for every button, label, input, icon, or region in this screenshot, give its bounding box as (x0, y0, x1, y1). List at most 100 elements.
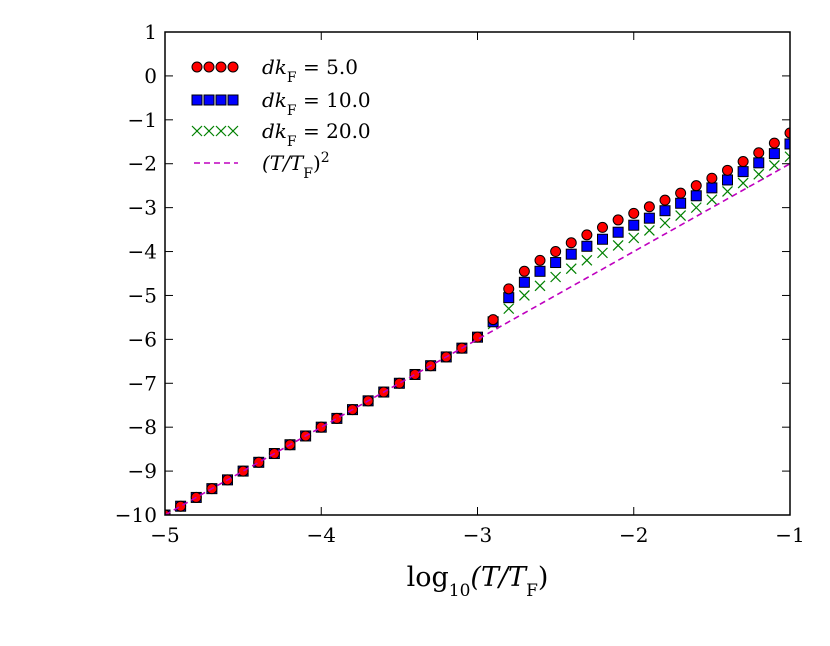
plot-area (165, 127, 790, 515)
legend-label-0: dkF = 5.0 (262, 55, 358, 86)
series-0-point (722, 164, 733, 176)
series-0-point (690, 180, 702, 192)
series-0-point (550, 246, 562, 258)
legend-swatch-marker (227, 94, 239, 106)
series-0-point (659, 194, 671, 206)
x-axis-label: log10(T/TF) (407, 562, 549, 601)
y-tick-label: −1 (128, 108, 157, 132)
legend-label-1: dkF = 10.0 (262, 88, 371, 119)
series-0-point (675, 187, 687, 199)
y-tick-label: −7 (128, 371, 157, 395)
series-1-point (737, 166, 749, 178)
series-0 (165, 127, 790, 515)
series-0-point (737, 156, 749, 168)
series-1-point (768, 148, 780, 160)
series-1-point (784, 138, 790, 150)
series-1-point (534, 265, 546, 277)
series-group (165, 127, 790, 515)
series-0-point (753, 147, 765, 159)
series-2-point (518, 290, 530, 301)
series-1-point (518, 276, 530, 288)
x-tick-label: −4 (307, 523, 336, 547)
legend-swatch-marker (203, 125, 215, 137)
legend-entry-3: (T/TF)2 (194, 150, 330, 182)
series-0-point (768, 137, 780, 149)
series-1-point (675, 197, 687, 209)
series-2-point (581, 254, 593, 266)
series-2-point (784, 151, 790, 163)
legend-swatch-marker (227, 125, 239, 137)
series-0-point (628, 207, 640, 219)
legend-swatch-marker (191, 94, 203, 106)
series-2-point (503, 303, 515, 315)
x-tick-label: −5 (150, 523, 179, 547)
series-1-point (659, 205, 671, 217)
legend-swatch-marker (203, 94, 215, 106)
series-0-point (331, 412, 343, 424)
series-0-point (706, 172, 718, 184)
series-0-point (175, 500, 187, 512)
x-tick-label: −3 (463, 523, 492, 547)
series-1-point (612, 226, 624, 238)
y-tick-label: −10 (115, 503, 157, 527)
series-0-point (612, 214, 624, 226)
legend-entry-1: dkF = 10.0 (191, 88, 371, 119)
series-2-point (706, 194, 718, 206)
legend-swatch-marker (203, 61, 215, 73)
series-0-point (393, 377, 405, 389)
series-2-point (753, 168, 765, 180)
series-2-point (612, 239, 624, 251)
legend-swatch-marker (191, 125, 203, 137)
series-0-point (784, 127, 790, 139)
series-1-point (643, 212, 655, 224)
legend-entry-2: dkF = 20.0 (191, 119, 371, 150)
series-0-point (643, 201, 655, 213)
series-1-point (565, 248, 577, 260)
legend-swatch-marker (227, 61, 239, 73)
axes: −5 −4 −3 −2 −1 1 0 −1 −2 −3 −4 −5 −6 −7 −8 −9 −10 (115, 20, 805, 547)
series-2-point (659, 217, 671, 229)
legend-swatch-marker (215, 61, 227, 73)
series-0-point (409, 368, 421, 380)
legend-label-3: (T/TF)2 (262, 150, 330, 182)
legend-swatch-marker (191, 61, 203, 73)
series-2-point (565, 263, 577, 275)
series-1-point (722, 174, 733, 186)
series-1-point (628, 219, 640, 231)
series-0-point (597, 221, 608, 233)
y-tick-label: −2 (128, 152, 157, 176)
series-0-point (237, 465, 249, 477)
plot-frame (164, 31, 791, 516)
y-tick-label: −3 (128, 196, 157, 220)
y-tick-label: 1 (144, 20, 157, 44)
legend-entry-0: dkF = 5.0 (191, 55, 358, 86)
series-2-point (550, 271, 562, 283)
series-2-point (643, 225, 655, 236)
series-0-point (565, 237, 577, 249)
y-tick-label: −8 (128, 415, 157, 439)
series-1-point (706, 182, 718, 194)
series-2-point (534, 280, 546, 292)
legend-swatch-marker (215, 125, 227, 137)
series-0-point (315, 421, 327, 433)
series-0-point (534, 254, 546, 266)
series-2-point (768, 160, 780, 171)
series-2-point (675, 210, 687, 221)
series-2-point (722, 185, 733, 197)
series-1-point (753, 157, 765, 169)
y-tick-label: −5 (128, 283, 157, 307)
series-0-point (253, 456, 265, 468)
series-2-point (690, 202, 702, 214)
y-tick-label: 0 (144, 64, 157, 88)
series-0-point (518, 265, 530, 277)
series-0-point (487, 314, 499, 326)
legend-swatch-marker (215, 94, 227, 106)
y-tick-label: −9 (128, 459, 157, 483)
series-0-point (581, 229, 593, 241)
x-tick-label: −1 (775, 523, 804, 547)
series-2-point (597, 247, 608, 259)
series-0-point (503, 283, 515, 295)
x-tick-label: −2 (619, 523, 648, 547)
